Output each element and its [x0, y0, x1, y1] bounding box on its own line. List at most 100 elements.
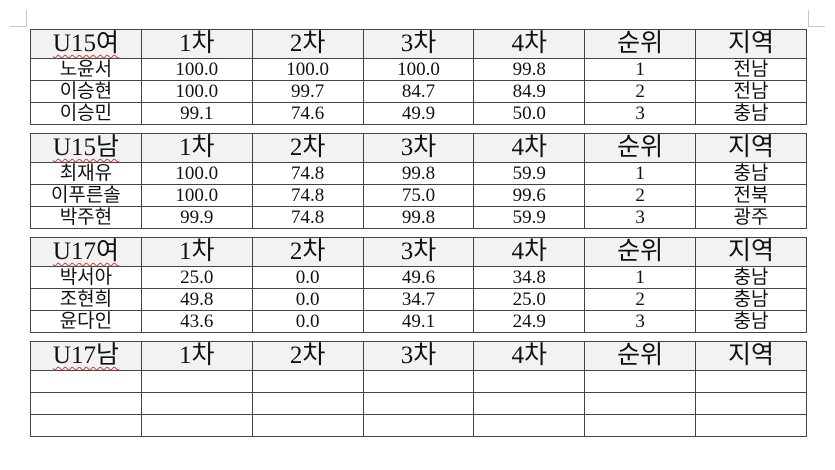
value-cell[interactable]: 1: [584, 162, 697, 185]
name-cell[interactable]: 조현희: [30, 288, 142, 311]
header-cell[interactable]: 2차: [251, 133, 364, 163]
value-cell[interactable]: 0.0: [251, 310, 364, 333]
header-cell[interactable]: 2차: [251, 29, 364, 59]
header-cell[interactable]: 4차: [473, 133, 586, 163]
value-cell[interactable]: 59.9: [473, 162, 586, 185]
name-cell[interactable]: 이승현: [30, 80, 142, 103]
value-cell[interactable]: 2: [584, 288, 697, 311]
value-cell[interactable]: 2: [584, 184, 697, 207]
header-cell[interactable]: U15여: [30, 29, 142, 59]
value-cell[interactable]: 74.6: [251, 102, 364, 125]
name-cell[interactable]: 이푸른솔: [30, 184, 142, 207]
value-cell[interactable]: 0.0: [251, 288, 364, 311]
value-cell[interactable]: 74.8: [251, 162, 364, 185]
value-cell[interactable]: [584, 414, 697, 437]
header-cell[interactable]: 지역: [695, 237, 807, 267]
value-cell[interactable]: 99.6: [473, 184, 586, 207]
value-cell[interactable]: 100.0: [140, 162, 253, 185]
name-cell[interactable]: 이승민: [30, 102, 142, 125]
header-cell[interactable]: U15남: [30, 133, 142, 163]
header-cell[interactable]: 순위: [584, 237, 697, 267]
value-cell[interactable]: 2: [584, 80, 697, 103]
table-title[interactable]: U15여: [52, 30, 119, 57]
value-cell[interactable]: 1: [584, 266, 697, 289]
name-cell[interactable]: 노윤서: [30, 58, 142, 81]
value-cell[interactable]: [362, 392, 475, 415]
value-cell[interactable]: 충남: [695, 162, 807, 185]
header-cell[interactable]: 지역: [695, 341, 807, 371]
header-cell[interactable]: 4차: [473, 237, 586, 267]
value-cell[interactable]: 충남: [695, 102, 807, 125]
header-cell[interactable]: 순위: [584, 29, 697, 59]
value-cell[interactable]: [584, 370, 697, 393]
header-cell[interactable]: 3차: [362, 29, 475, 59]
value-cell[interactable]: 전남: [695, 80, 807, 103]
value-cell[interactable]: 100.0: [140, 80, 253, 103]
value-cell[interactable]: [251, 414, 364, 437]
value-cell[interactable]: 49.1: [362, 310, 475, 333]
value-cell[interactable]: 1: [584, 58, 697, 81]
value-cell[interactable]: [140, 370, 253, 393]
value-cell[interactable]: [695, 370, 807, 393]
value-cell[interactable]: 3: [584, 310, 697, 333]
table-title[interactable]: U15남: [52, 134, 119, 161]
header-cell[interactable]: 1차: [140, 29, 253, 59]
name-cell[interactable]: 윤다인: [30, 310, 142, 333]
value-cell[interactable]: [473, 392, 586, 415]
header-cell[interactable]: 1차: [140, 133, 253, 163]
value-cell[interactable]: [251, 370, 364, 393]
value-cell[interactable]: [473, 370, 586, 393]
value-cell[interactable]: 100.0: [140, 184, 253, 207]
name-cell[interactable]: [30, 414, 142, 437]
value-cell[interactable]: [473, 414, 586, 437]
value-cell[interactable]: 59.9: [473, 206, 586, 229]
header-cell[interactable]: 2차: [251, 341, 364, 371]
value-cell[interactable]: 3: [584, 206, 697, 229]
value-cell[interactable]: 34.8: [473, 266, 586, 289]
value-cell[interactable]: 99.7: [251, 80, 364, 103]
value-cell[interactable]: 74.8: [251, 184, 364, 207]
value-cell[interactable]: 84.7: [362, 80, 475, 103]
value-cell[interactable]: 99.1: [140, 102, 253, 125]
value-cell[interactable]: [140, 414, 253, 437]
value-cell[interactable]: 충남: [695, 288, 807, 311]
header-cell[interactable]: 2차: [251, 237, 364, 267]
header-cell[interactable]: 순위: [584, 133, 697, 163]
value-cell[interactable]: 50.0: [473, 102, 586, 125]
value-cell[interactable]: 24.9: [473, 310, 586, 333]
value-cell[interactable]: 84.9: [473, 80, 586, 103]
value-cell[interactable]: 75.0: [362, 184, 475, 207]
value-cell[interactable]: 99.9: [140, 206, 253, 229]
header-cell[interactable]: 지역: [695, 29, 807, 59]
value-cell[interactable]: 49.9: [362, 102, 475, 125]
header-cell[interactable]: 4차: [473, 29, 586, 59]
header-cell[interactable]: 1차: [140, 341, 253, 371]
value-cell[interactable]: 25.0: [140, 266, 253, 289]
value-cell[interactable]: 100.0: [251, 58, 364, 81]
value-cell[interactable]: 0.0: [251, 266, 364, 289]
value-cell[interactable]: 100.0: [362, 58, 475, 81]
value-cell[interactable]: 25.0: [473, 288, 586, 311]
value-cell[interactable]: 74.8: [251, 206, 364, 229]
value-cell[interactable]: [251, 392, 364, 415]
value-cell[interactable]: 충남: [695, 266, 807, 289]
name-cell[interactable]: 박주현: [30, 206, 142, 229]
value-cell[interactable]: 3: [584, 102, 697, 125]
header-cell[interactable]: U17남: [30, 341, 142, 371]
value-cell[interactable]: [362, 370, 475, 393]
table-title[interactable]: U17여: [52, 238, 119, 265]
header-cell[interactable]: 3차: [362, 341, 475, 371]
value-cell[interactable]: 100.0: [140, 58, 253, 81]
value-cell[interactable]: 광주: [695, 206, 807, 229]
value-cell[interactable]: 99.8: [362, 206, 475, 229]
value-cell[interactable]: 99.8: [362, 162, 475, 185]
value-cell[interactable]: [140, 392, 253, 415]
header-cell[interactable]: 순위: [584, 341, 697, 371]
header-cell[interactable]: 3차: [362, 133, 475, 163]
value-cell[interactable]: 43.6: [140, 310, 253, 333]
name-cell[interactable]: 박서아: [30, 266, 142, 289]
header-cell[interactable]: 3차: [362, 237, 475, 267]
header-cell[interactable]: U17여: [30, 237, 142, 267]
value-cell[interactable]: 34.7: [362, 288, 475, 311]
value-cell[interactable]: 전북: [695, 184, 807, 207]
